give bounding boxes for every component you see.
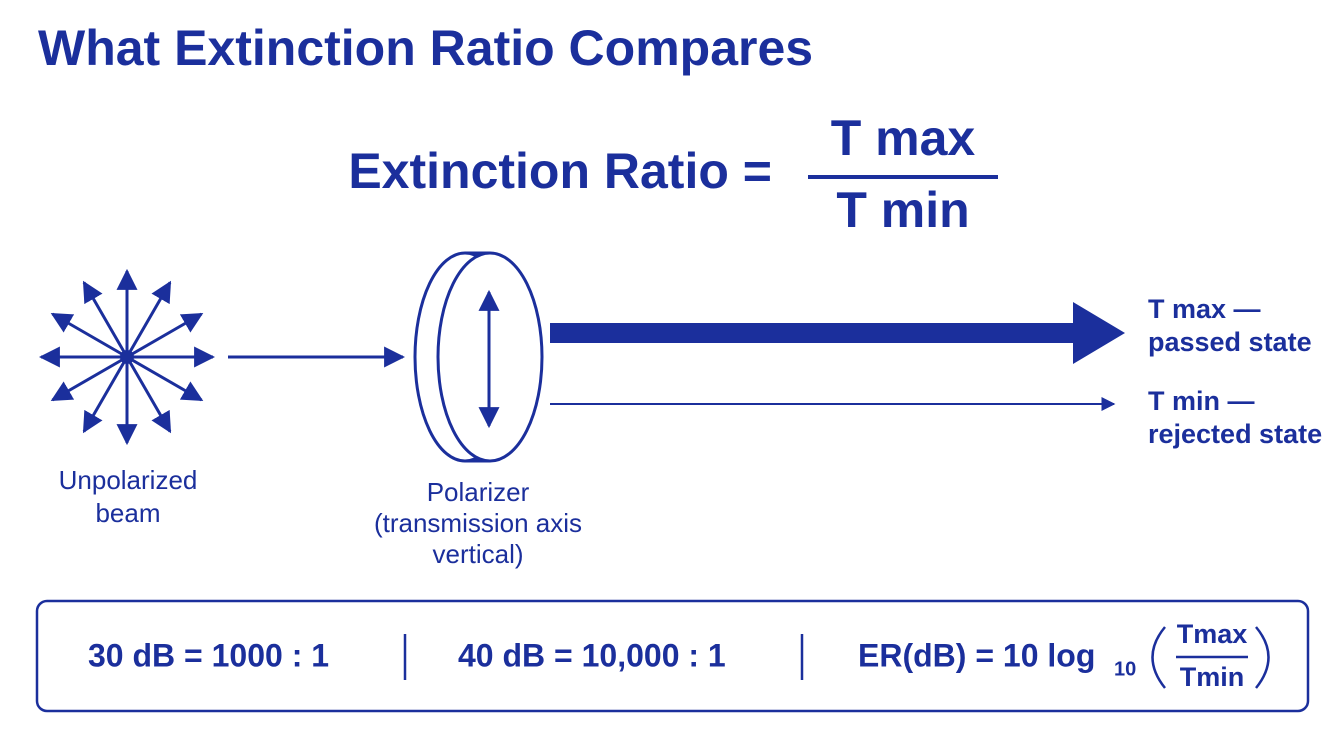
- polarizer-label: vertical): [432, 539, 523, 569]
- polarizer-label: (transmission axis: [374, 508, 582, 538]
- formula-lhs: Extinction Ratio =: [348, 143, 772, 199]
- footer-item: 30 dB = 1000 : 1: [88, 637, 329, 673]
- unpolarized-beam-icon: [38, 268, 216, 446]
- footer-decor: [403, 626, 1270, 689]
- output-label: T max —: [1148, 294, 1261, 324]
- title: What Extinction Ratio Compares: [38, 20, 813, 76]
- output-label: T min —: [1148, 386, 1255, 416]
- source-label: Unpolarized: [59, 465, 198, 495]
- polarizer-label: Polarizer: [427, 477, 530, 507]
- polarization-arrow: [50, 355, 128, 402]
- footer-item: 40 dB = 10,000 : 1: [458, 637, 726, 673]
- polarization-arrow: [125, 356, 172, 434]
- footer-box: [35, 599, 1310, 713]
- footer-denominator: Tmin: [1180, 662, 1245, 692]
- polarization-arrow: [126, 355, 204, 402]
- formula-numerator: T max: [831, 110, 976, 166]
- output-label: rejected state: [1148, 419, 1322, 449]
- formula-denominator: T min: [836, 182, 969, 238]
- polarization-arrow: [50, 312, 128, 359]
- footer-numerator: Tmax: [1177, 619, 1248, 649]
- polarization-arrow: [126, 312, 204, 359]
- source-label: beam: [95, 498, 160, 528]
- polarization-arrow: [82, 280, 129, 358]
- output-label: passed state: [1148, 327, 1312, 357]
- polarizer-icon: [413, 251, 544, 463]
- passed-beam-arrow: [550, 302, 1125, 364]
- polarization-arrow: [125, 280, 172, 358]
- footer-formula: ER(dB) = 10 log: [858, 637, 1095, 673]
- beam-center: [120, 350, 134, 364]
- polarization-arrow: [82, 356, 129, 434]
- footer-subscript: 10: [1114, 658, 1136, 680]
